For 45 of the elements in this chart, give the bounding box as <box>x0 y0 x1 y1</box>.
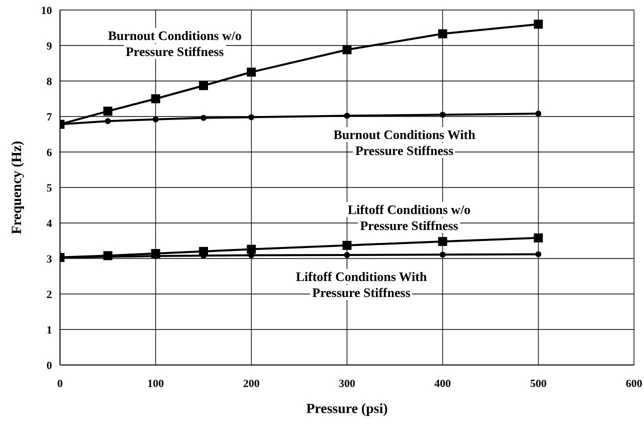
point <box>440 112 446 118</box>
point <box>534 233 543 242</box>
series-label: Burnout Conditions w/o Pressure Stiffness <box>106 28 244 59</box>
y-tick-label: 8 <box>46 76 52 88</box>
y-tick-label: 5 <box>46 182 52 194</box>
y-tick-label: 6 <box>46 146 52 159</box>
point <box>246 68 256 77</box>
point <box>152 116 159 122</box>
point <box>104 118 111 124</box>
point <box>438 236 448 246</box>
point <box>246 244 256 254</box>
series-label: Liftoff Conditions With Pressure Stiffness <box>294 269 429 300</box>
point <box>535 251 542 258</box>
point <box>151 94 160 104</box>
x-tick-label: 300 <box>338 378 356 390</box>
y-tick-label: 7 <box>46 111 52 124</box>
y-tick-label: 1 <box>46 324 52 336</box>
x-axis-title: Pressure (psi) <box>306 402 388 417</box>
x-tick-label: 0 <box>57 378 64 390</box>
series-label: Liftoff Conditions w/o Pressure Stiffness <box>346 202 473 233</box>
y-tick-label: 3 <box>46 253 52 266</box>
point <box>200 114 206 121</box>
point <box>248 114 254 120</box>
y-tick-label: 0 <box>46 360 52 372</box>
y-tick-label: 2 <box>46 288 52 301</box>
point <box>440 252 446 258</box>
point <box>342 45 352 54</box>
point <box>535 110 542 117</box>
y-tick-label: 10 <box>41 4 52 17</box>
x-tick-label: 200 <box>243 378 260 390</box>
point <box>344 252 350 258</box>
point <box>342 240 352 250</box>
series-label: Burnout Conditions With Pressure Stiffness <box>331 127 478 158</box>
point <box>534 20 543 29</box>
y-tick-label: 4 <box>46 218 52 230</box>
y-axis-title: Frequency (Hz) <box>10 140 25 234</box>
x-tick-label: 600 <box>626 378 643 390</box>
point <box>344 112 350 119</box>
x-tick-label: 100 <box>147 378 164 390</box>
point <box>103 106 112 116</box>
point <box>199 81 208 90</box>
y-tick-label: 9 <box>46 40 52 52</box>
x-tick-label: 500 <box>530 378 548 390</box>
point <box>438 29 448 38</box>
x-tick-label: 400 <box>434 378 452 390</box>
